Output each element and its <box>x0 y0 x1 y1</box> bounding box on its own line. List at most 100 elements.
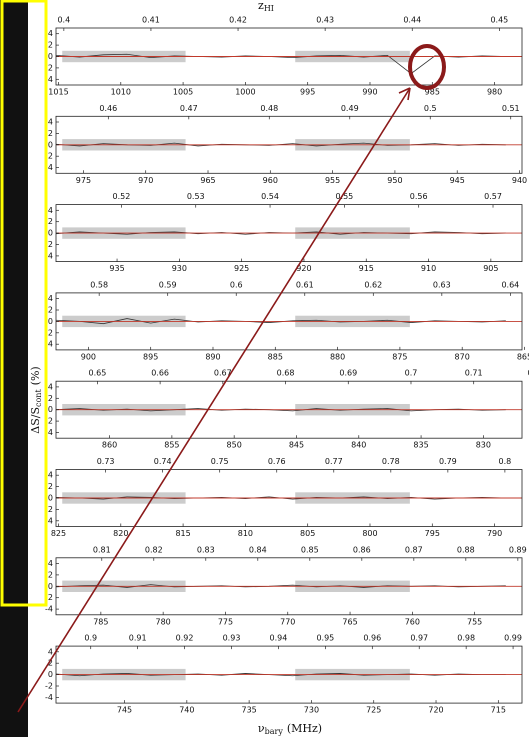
x2-tick-label: 0.45 <box>490 16 508 25</box>
y-tick-label: 0 <box>48 670 53 679</box>
x-tick-label: 720 <box>428 706 443 715</box>
y-tick-label: 0 <box>48 229 53 238</box>
x-tick-label: 850 <box>227 441 242 450</box>
x2-tick-label: 0.47 <box>180 104 198 113</box>
x-tick-label: 830 <box>476 441 491 450</box>
x-tick-label: 810 <box>238 529 253 538</box>
x-tick-label: 865 <box>517 352 529 361</box>
x2-tick-label: 0.54 <box>261 192 279 201</box>
x2-tick-label: 0.95 <box>316 634 334 643</box>
y-tick-label: -4 <box>45 340 53 349</box>
x2-tick-label: 0.65 <box>88 369 106 378</box>
x-tick-label: 735 <box>241 706 256 715</box>
x2-tick-label: 0.9 <box>84 634 97 643</box>
x-tick-label: 970 <box>138 176 153 185</box>
x2-tick-label: 0.52 <box>112 192 130 201</box>
x2-tick-label: 0.44 <box>403 16 421 25</box>
y-tick-label: -4 <box>45 428 53 437</box>
x2-tick-label: 0.87 <box>405 545 423 554</box>
y-tick-label: 4 <box>48 471 53 480</box>
x2-tick-label: 0.96 <box>363 634 381 643</box>
x-tick-label: 725 <box>366 706 381 715</box>
x2-tick-label: 0.68 <box>277 369 295 378</box>
y-axis-label: ΔS/Scont (%) <box>29 366 43 433</box>
highlight-frame <box>0 0 48 607</box>
y-tick-label: -4 <box>45 163 53 172</box>
x2-tick-label: 0.4 <box>57 16 70 25</box>
arrow <box>17 87 411 713</box>
x2-tick-label: 0.78 <box>382 457 400 466</box>
y-tick-label: 4 <box>48 647 53 656</box>
x2-tick-label: 0.99 <box>504 634 522 643</box>
x2-tick-label: 0.94 <box>270 634 288 643</box>
y-tick-label: -2 <box>45 152 53 161</box>
x2-tick-label: 0.92 <box>176 634 194 643</box>
x-tick-label: 960 <box>263 176 278 185</box>
x-tick-label: 945 <box>450 176 465 185</box>
x2-tick-label: 0.69 <box>339 369 357 378</box>
x-tick-label: 985 <box>425 88 440 97</box>
x-tick-label: 765 <box>342 617 357 626</box>
x-tick-label: 905 <box>483 264 498 273</box>
y-tick-label: -2 <box>45 63 53 72</box>
x2-tick-label: 0.53 <box>187 192 205 201</box>
x2-tick-label: 0.73 <box>97 457 115 466</box>
x2-label-sub: HI <box>264 4 274 13</box>
x-tick-label: 775 <box>218 617 233 626</box>
x2-tick-label: 0.74 <box>154 457 172 466</box>
x-tick-label: 975 <box>76 176 91 185</box>
x2-tick-label: 0.88 <box>457 545 475 554</box>
x2-tick-label: 0.85 <box>301 545 319 554</box>
x-tick-label: 860 <box>102 441 117 450</box>
x-tick-label: 915 <box>359 264 374 273</box>
y-tick-label: -4 <box>45 516 53 525</box>
y-tick-label: -2 <box>45 593 53 602</box>
y-tick-label: 0 <box>48 494 53 503</box>
y-tick-label: 0 <box>48 52 53 61</box>
x-tick-label: 900 <box>81 352 96 361</box>
y-tick-label: 0 <box>48 582 53 591</box>
x-tick-label: 835 <box>413 441 428 450</box>
x2-tick-label: 0.7 <box>405 369 418 378</box>
x2-tick-label: 0.83 <box>197 545 215 554</box>
x2-tick-label: 0.86 <box>353 545 371 554</box>
y-tick-label: -4 <box>45 693 53 702</box>
x2-tick-label: 0.63 <box>433 280 451 289</box>
x-label-sub: bary <box>265 727 284 736</box>
x-tick-label: 890 <box>205 352 220 361</box>
x-tick-label: 870 <box>455 352 470 361</box>
x2-tick-label: 0.43 <box>316 16 334 25</box>
y-tick-label: 2 <box>48 659 53 668</box>
x2-tick-label: 0.66 <box>151 369 169 378</box>
y-tick-label: 2 <box>48 41 53 50</box>
x-tick-label: 875 <box>392 352 407 361</box>
y-tick-label: 2 <box>48 570 53 579</box>
x2-tick-label: 0.81 <box>93 545 111 554</box>
x2-tick-label: 0.55 <box>335 192 353 201</box>
x2-tick-label: 0.84 <box>249 545 267 554</box>
y-tick-label: 4 <box>48 206 53 215</box>
x-tick-label: 995 <box>300 88 315 97</box>
x-tick-label: 925 <box>234 264 249 273</box>
y-label-unit: (%) <box>29 366 42 385</box>
x2-tick-label: 0.8 <box>499 457 512 466</box>
x-tick-label: 800 <box>362 529 377 538</box>
x-tick-label: 1000 <box>235 88 255 97</box>
x-tick-label: 1005 <box>173 88 193 97</box>
x-tick-label: 910 <box>421 264 436 273</box>
y-tick-label: 2 <box>48 394 53 403</box>
x-tick-label: 780 <box>156 617 171 626</box>
x-tick-label: 825 <box>51 529 66 538</box>
x-tick-label: 955 <box>325 176 340 185</box>
y-tick-label: -2 <box>45 682 53 691</box>
x-tick-label: 1010 <box>111 88 131 97</box>
x-tick-label: 990 <box>362 88 377 97</box>
x-tick-label: 920 <box>296 264 311 273</box>
y-tick-label: -4 <box>45 251 53 260</box>
y-tick-label: 4 <box>48 382 53 391</box>
y-tick-label: 4 <box>48 559 53 568</box>
y-tick-label: 2 <box>48 482 53 491</box>
x2-tick-label: 0.91 <box>129 634 147 643</box>
x-tick-label: 730 <box>304 706 319 715</box>
x-tick-label: 1015 <box>48 88 68 97</box>
